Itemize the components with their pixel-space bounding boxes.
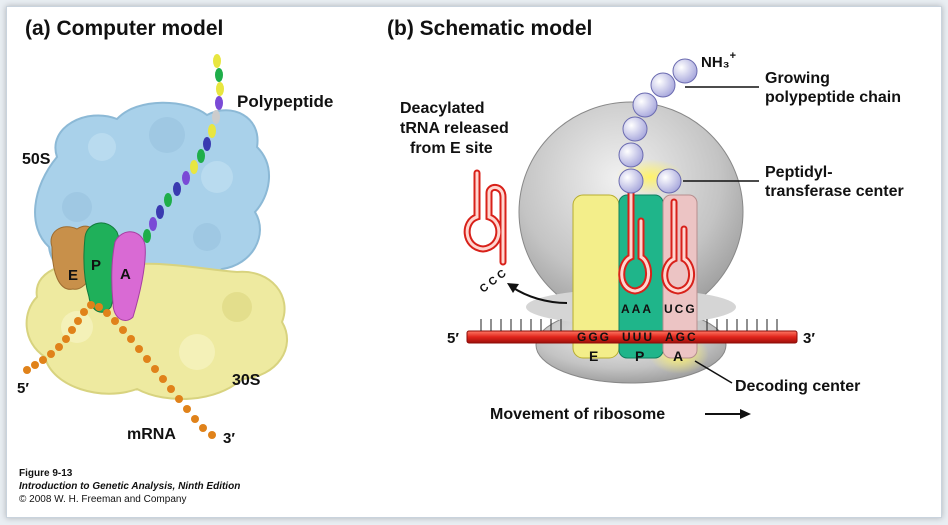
label-growing-line1: Growing: [765, 70, 830, 87]
caption-figure-number: Figure 9-13: [19, 468, 73, 479]
label-decoding: Decoding center: [735, 378, 860, 395]
growing-polypeptide-beads: [618, 58, 698, 194]
label-5prime-a: 5′: [17, 380, 29, 397]
codon-a: AGC: [665, 330, 698, 344]
label-mrna-a: mRNA: [127, 426, 176, 443]
anticodon-a: UCG: [664, 302, 697, 316]
figure-canvas: (a) Computer model: [17, 17, 904, 447]
label-50s: 50S: [22, 151, 51, 168]
panel-b-title: (b) Schematic model: [387, 17, 592, 40]
anticodon-p: AAA: [621, 302, 653, 316]
trna-a-site-model: [111, 231, 146, 321]
panel-a-title: (a) Computer model: [25, 17, 223, 40]
label-3prime-a: 3′: [223, 430, 235, 447]
caption-book-title: Introduction to Genetic Analysis, Ninth …: [19, 481, 241, 492]
label-site-p-a: P: [91, 257, 101, 274]
label-deacylated-line1: Deacylated: [400, 100, 485, 117]
label-30s: 30S: [232, 372, 261, 389]
codon-e: GGG: [577, 330, 611, 344]
label-deacylated-line3: from E site: [410, 140, 493, 157]
release-arrow: [511, 286, 568, 304]
label-3prime-b: 3′: [803, 330, 815, 347]
mrna-strand-schematic: [466, 319, 798, 344]
trna-p-hairpin-inner: [620, 187, 650, 293]
figure-caption: Figure 9-13 Introduction to Genetic Anal…: [19, 467, 240, 506]
label-site-p-b: P: [635, 348, 644, 364]
released-trna-hairpin-inner: [465, 171, 505, 264]
trna-p-site-model: [83, 222, 122, 313]
figure-frame: (a) Computer model: [6, 6, 942, 518]
movement-arrowhead: [740, 409, 751, 419]
label-peptidyl-line2: transferase center: [765, 183, 904, 200]
label-cca: C C C: [478, 268, 509, 296]
label-deacylated-line2: tRNA released: [400, 120, 509, 137]
callout-decoding: [694, 360, 733, 384]
codon-p: UUU: [622, 330, 654, 344]
label-5prime-b: 5′: [447, 330, 459, 347]
release-arrowhead: [507, 283, 519, 293]
label-growing-line2: polypeptide chain: [765, 89, 901, 106]
label-movement: Movement of ribosome: [490, 406, 665, 423]
label-site-a-b: A: [673, 348, 683, 364]
label-nh3: NH₃+: [701, 50, 736, 71]
trna-a-hairpin-inner: [663, 200, 693, 293]
nh3-charge: +: [730, 50, 736, 62]
label-site-e-a: E: [68, 267, 78, 284]
polypeptide-chain-model: [143, 54, 224, 243]
label-site-a-a: A: [120, 266, 131, 283]
label-peptidyl-line1: Peptidyl-: [765, 164, 833, 181]
label-site-e-b: E: [589, 348, 598, 364]
caption-copyright: © 2008 W. H. Freeman and Company: [19, 494, 187, 505]
nh3-text: NH₃: [701, 54, 730, 71]
mrna-chain-model: [23, 301, 216, 439]
label-polypeptide-a: Polypeptide: [237, 92, 333, 111]
